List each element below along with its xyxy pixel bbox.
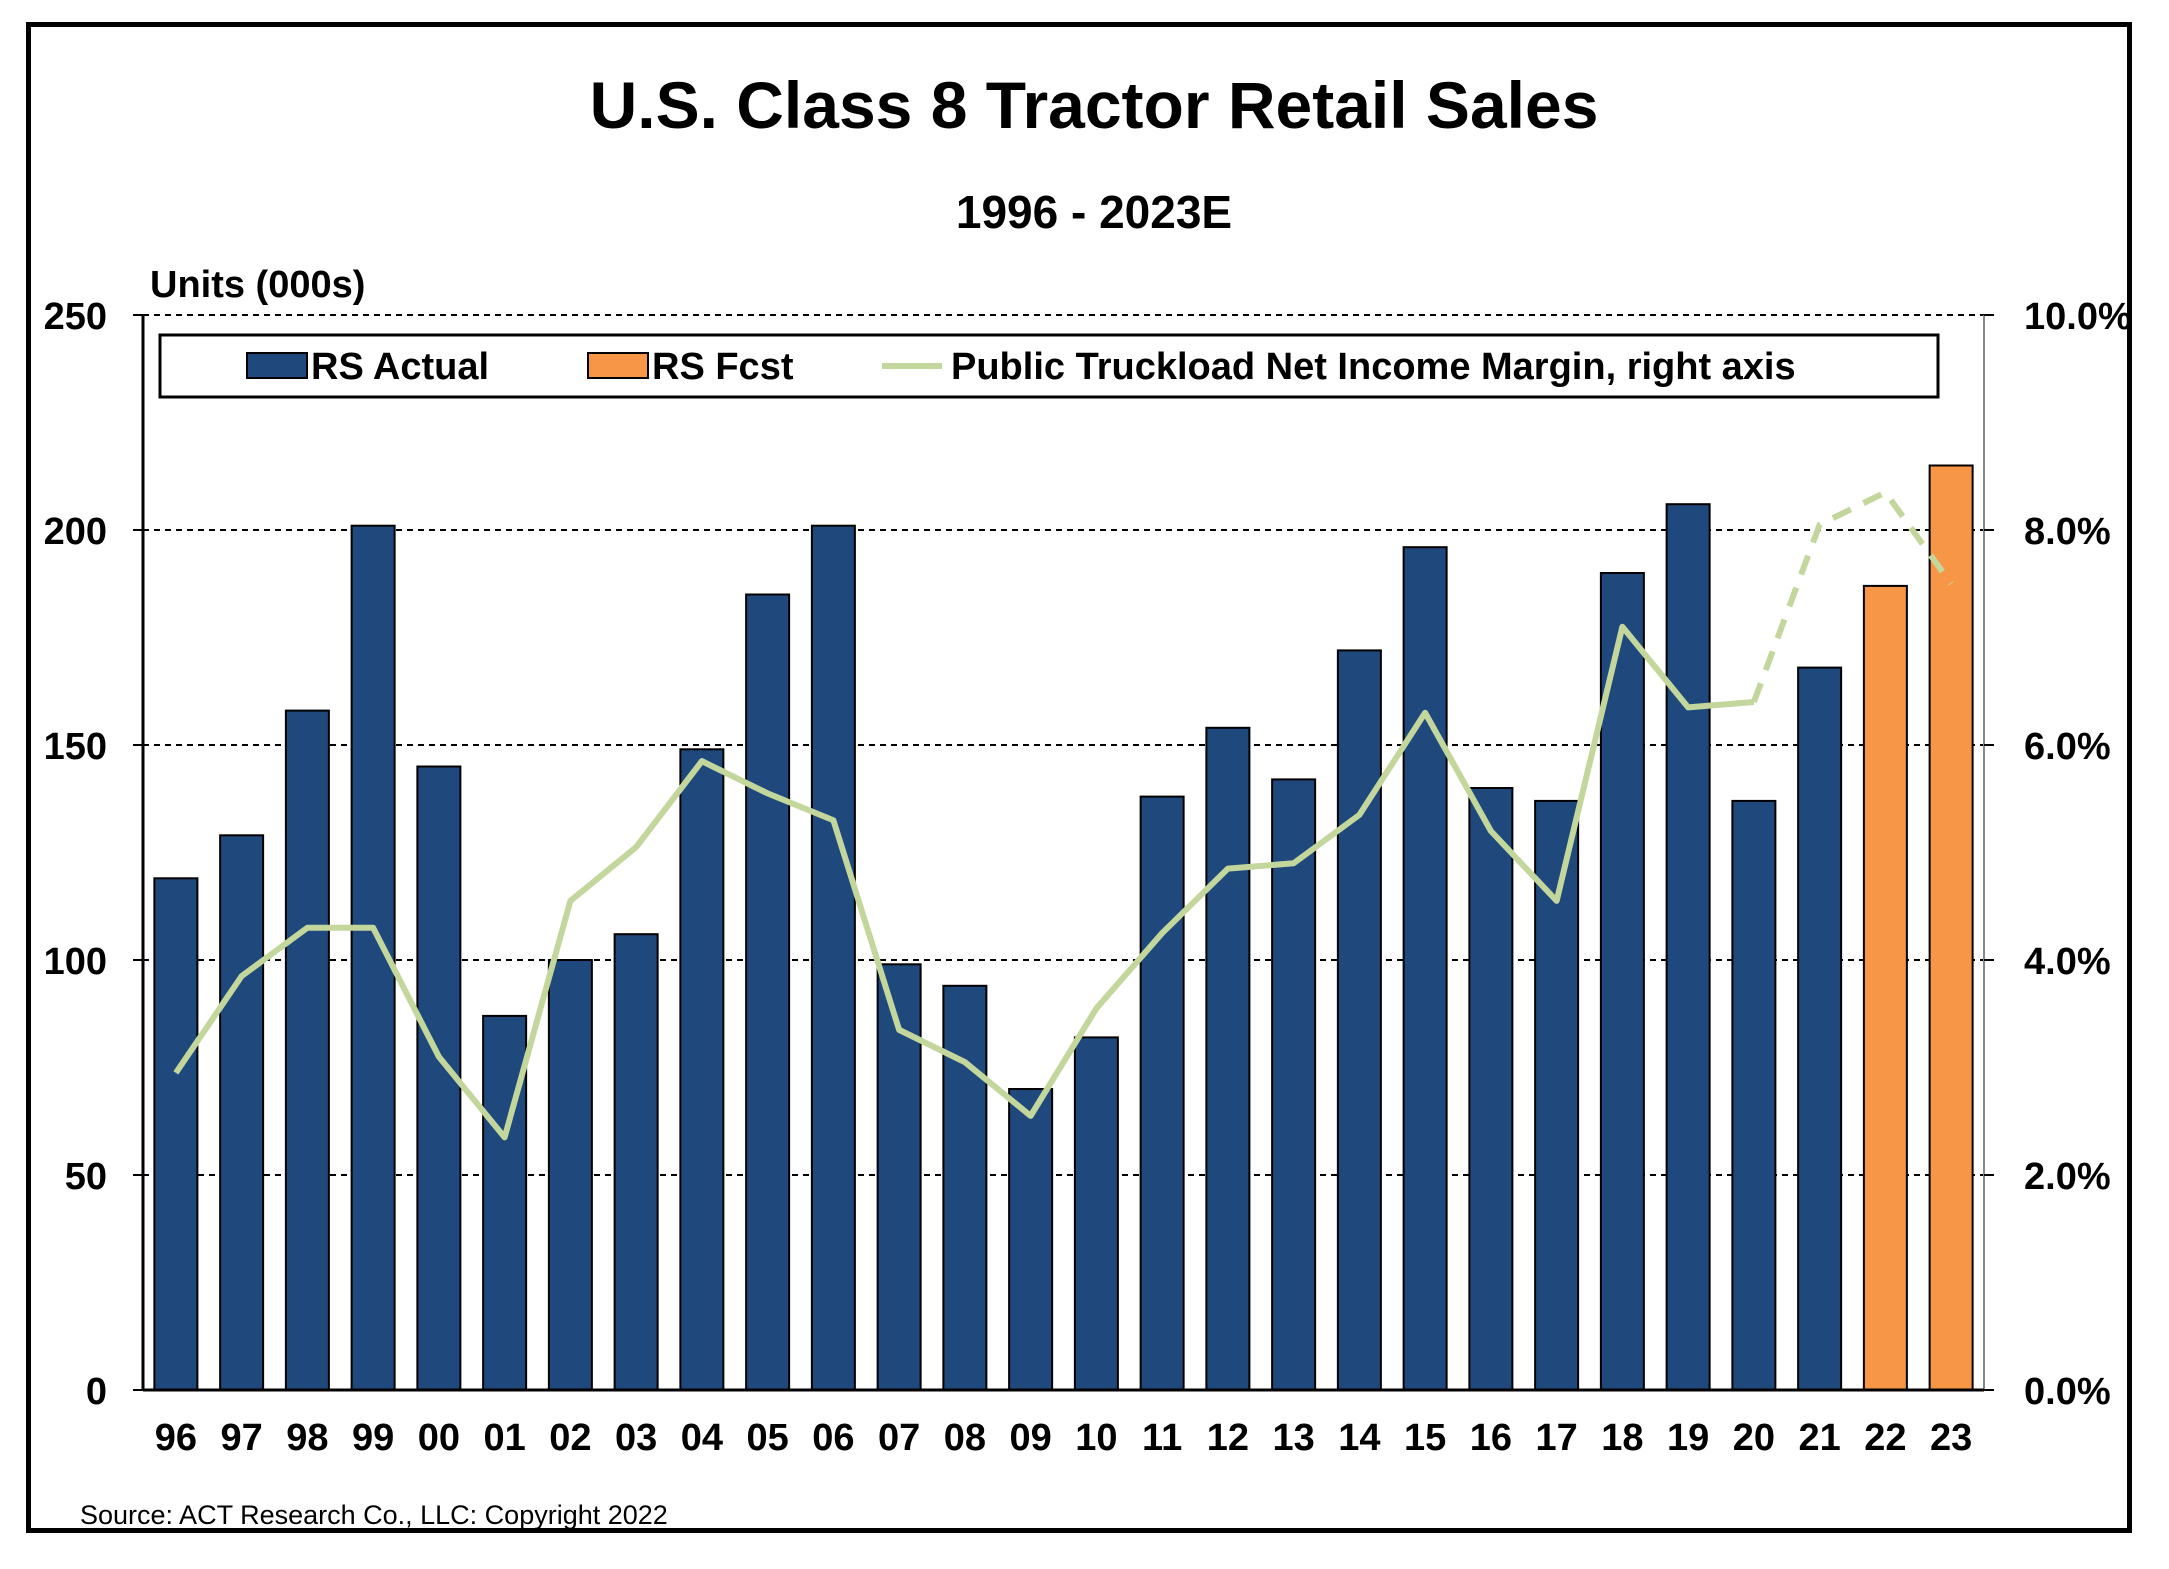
x-tick-label: 18 — [1601, 1417, 1643, 1459]
x-tick-label: 15 — [1404, 1417, 1446, 1459]
bar-rs-actual-10 — [1073, 1036, 1119, 1392]
bar-rs-actual-16 — [1468, 787, 1514, 1391]
bars — [153, 464, 1974, 1392]
x-tick-label: 22 — [1864, 1417, 1906, 1459]
bar-rs-actual-09 — [1008, 1088, 1054, 1391]
bar-rs-actual-13 — [1271, 778, 1317, 1391]
y-tick-label: 200 — [44, 511, 107, 553]
bar-rs-actual-97 — [219, 834, 265, 1391]
bar-rs-actual-19 — [1665, 503, 1711, 1391]
bar-rs-actual-03 — [613, 933, 659, 1391]
x-tick-label: 05 — [746, 1417, 788, 1459]
legend-swatch-rs-actual — [246, 352, 308, 379]
legend-box — [158, 333, 1940, 399]
y-tick-label: 50 — [65, 1156, 107, 1198]
margin-line-actual — [173, 623, 1755, 1141]
bar-rs-actual-01 — [482, 1014, 528, 1392]
legend-label-rs-fcst: RS Fcst — [652, 346, 794, 388]
x-tick-label: 17 — [1535, 1417, 1577, 1459]
x-tick-label: 20 — [1733, 1417, 1775, 1459]
x-tick-label: 03 — [615, 1417, 657, 1459]
x-tick-label: 10 — [1075, 1417, 1117, 1459]
x-tick-label: 08 — [944, 1417, 986, 1459]
x-tick-label: 23 — [1930, 1417, 1972, 1459]
source-note: Source: ACT Research Co., LLC: Copyright… — [80, 1500, 668, 1530]
y-tick-label: 100 — [44, 941, 107, 983]
x-tick-label: 09 — [1009, 1417, 1051, 1459]
chart-subtitle: 1996 - 2023E — [956, 186, 1232, 238]
x-axis-ticks: 96 97 98 99 00 01 02 03 04 05 06 07 08 09 10 11 12 13 14 15… — [155, 1417, 1973, 1459]
x-tick-label: 16 — [1470, 1417, 1512, 1459]
bar-rs-actual-08 — [942, 984, 988, 1391]
bar-rs-actual-96 — [153, 877, 199, 1391]
x-tick-label: 98 — [286, 1417, 328, 1459]
x-tick-label: 06 — [812, 1417, 854, 1459]
margin-line — [173, 489, 1954, 1141]
x-tick-label: 00 — [418, 1417, 460, 1459]
x-tick-label: 07 — [878, 1417, 920, 1459]
chart-frame — [26, 22, 2132, 1533]
y-tick-label: 0 — [86, 1371, 107, 1413]
legend-label-rs-actual: RS Actual — [311, 346, 489, 388]
bar-rs-actual-14 — [1336, 649, 1382, 1391]
y-tick-label: 150 — [44, 726, 107, 768]
y2-tick-label: 4.0% — [2024, 941, 2111, 983]
bar-rs-actual-12 — [1205, 726, 1251, 1391]
y-tick-label: 250 — [44, 296, 107, 338]
y2-axis-ticks: 0.0% 2.0% 4.0% 6.0% 8.0% 10.0% — [1984, 296, 2132, 1413]
y2-tick-label: 2.0% — [2024, 1156, 2111, 1198]
bar-rs-actual-98 — [284, 709, 330, 1391]
y-axis-ticks: 0 50 100 150 200 250 — [44, 296, 143, 1413]
bar-rs-actual-21 — [1797, 666, 1843, 1391]
y2-tick-label: 8.0% — [2024, 511, 2111, 553]
y2-tick-label: 6.0% — [2024, 726, 2111, 768]
bar-rs-actual-15 — [1402, 546, 1448, 1391]
chart-title: U.S. Class 8 Tractor Retail Sales — [590, 68, 1599, 142]
bar-rs-actual-04 — [679, 748, 725, 1391]
x-tick-label: 13 — [1272, 1417, 1314, 1459]
bar-rs-actual-11 — [1139, 795, 1185, 1391]
bar-rs-fcst-22 — [1862, 584, 1908, 1391]
x-tick-label: 12 — [1207, 1417, 1249, 1459]
margin-line-forecast — [1751, 489, 1954, 704]
x-tick-label: 04 — [681, 1417, 723, 1459]
x-tick-label: 21 — [1798, 1417, 1840, 1459]
legend-swatch-rs-fcst — [587, 352, 649, 379]
bar-rs-actual-05 — [745, 593, 791, 1391]
bar-rs-actual-20 — [1731, 799, 1777, 1391]
y-axis-label: Units (000s) — [150, 264, 365, 306]
legend: RS Actual RS Fcst Public Truckload Net I… — [158, 333, 1940, 399]
axes — [141, 315, 1985, 1392]
x-tick-label: 11 — [1142, 1417, 1182, 1459]
x-tick-label: 97 — [220, 1417, 262, 1459]
x-tick-label: 02 — [549, 1417, 591, 1459]
y2-tick-label: 0.0% — [2024, 1371, 2111, 1413]
bar-rs-fcst-23 — [1928, 464, 1974, 1391]
x-tick-label: 14 — [1338, 1417, 1380, 1459]
x-tick-label: 99 — [352, 1417, 394, 1459]
bar-rs-actual-02 — [547, 959, 593, 1391]
x-tick-label: 96 — [155, 1417, 197, 1459]
x-tick-label: 01 — [483, 1417, 525, 1459]
bar-rs-actual-06 — [810, 524, 856, 1391]
y2-tick-label: 10.0% — [2024, 296, 2132, 338]
legend-label-margin-line: Public Truckload Net Income Margin, righ… — [951, 346, 1796, 388]
x-tick-label: 19 — [1667, 1417, 1709, 1459]
